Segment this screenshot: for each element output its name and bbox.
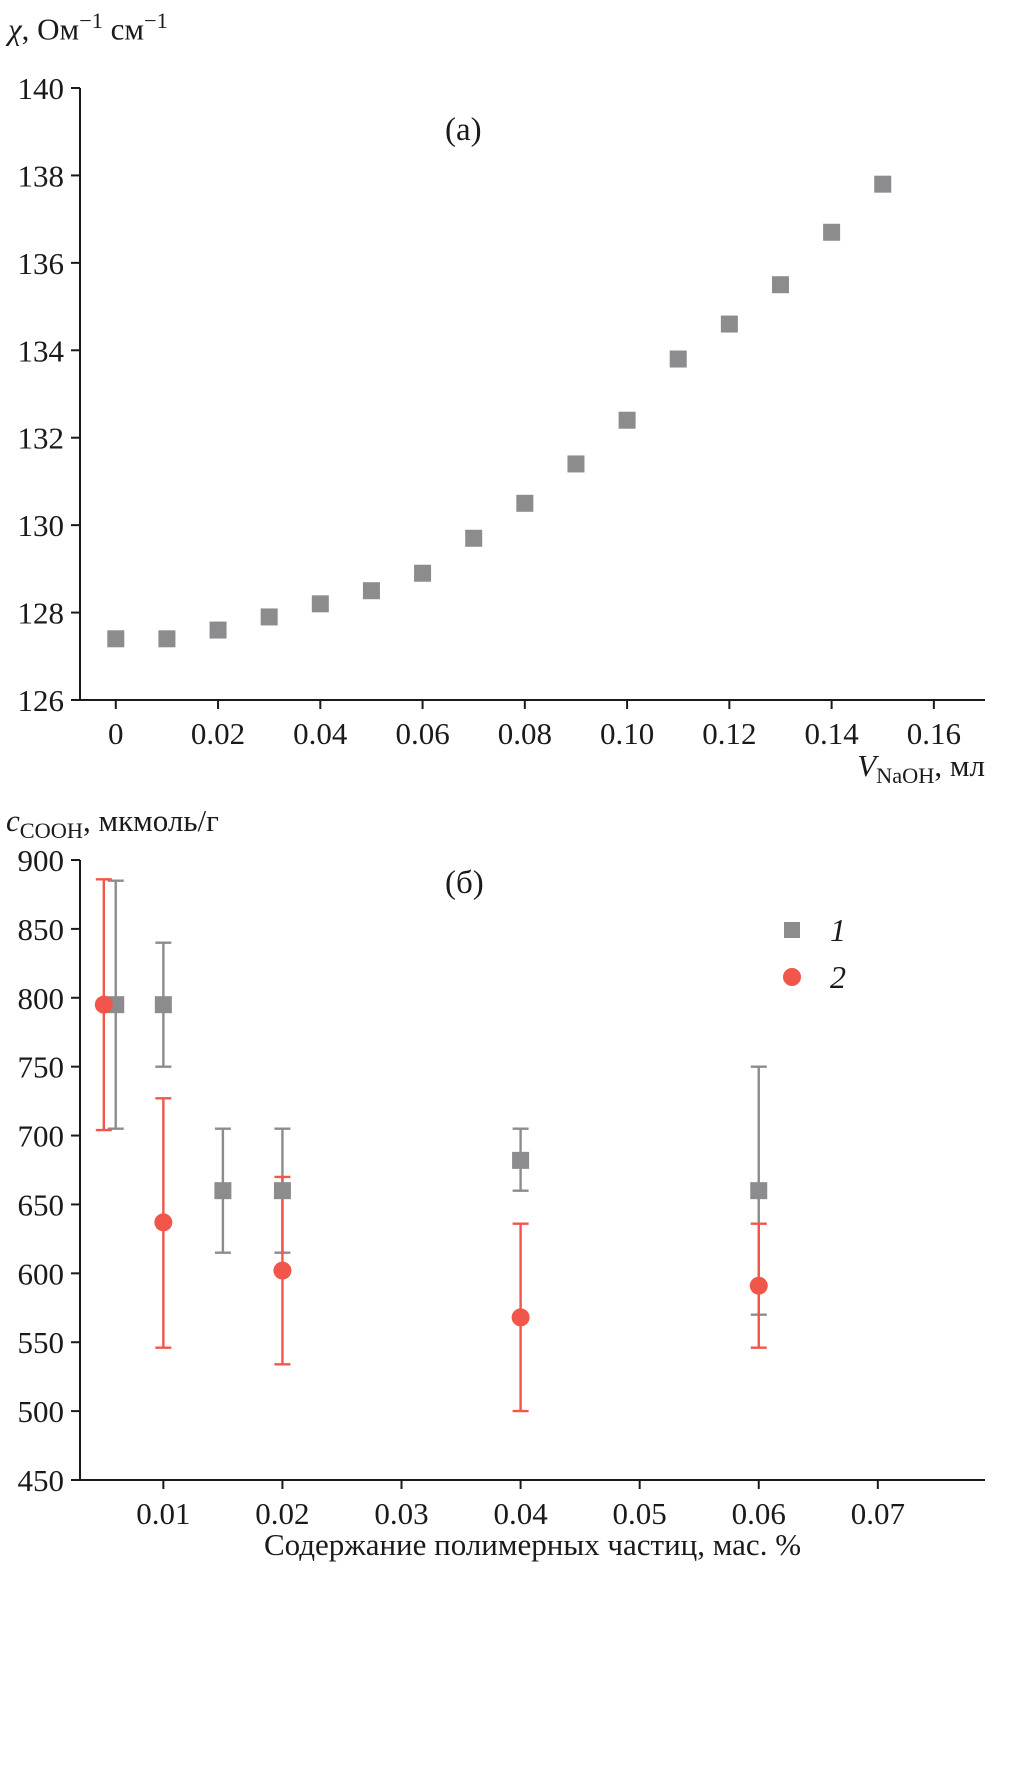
y-tick-label: 800 (18, 981, 65, 1016)
y-tick-label: 750 (18, 1050, 65, 1085)
data-point-square (414, 564, 432, 582)
data-point-circle (94, 995, 113, 1014)
y-tick-label: 128 (18, 596, 65, 631)
x-tick-label: 0.07 (851, 1496, 905, 1531)
data-point-square (107, 630, 125, 648)
data-point-square (874, 175, 892, 193)
y-tick-label: 132 (18, 421, 65, 456)
x-tick-label: 0.16 (907, 716, 961, 751)
data-point-square (154, 996, 172, 1014)
data-point-square (512, 1151, 530, 1169)
axis-line (79, 860, 985, 1481)
panel-b-label: (б) (445, 865, 484, 901)
data-point-square (720, 315, 738, 333)
data-point-square (209, 621, 227, 639)
legend-marker-circle (783, 968, 801, 986)
y-tick-label: 500 (18, 1394, 65, 1429)
y-tick-label: 900 (18, 843, 65, 878)
data-point-square (516, 494, 534, 512)
x-tick-label: 0.02 (255, 1496, 309, 1531)
data-point-square (771, 276, 789, 294)
data-point-square (214, 1182, 232, 1200)
data-point-square (567, 455, 585, 473)
y-tick-label: 550 (18, 1325, 65, 1360)
legend-label: 2 (830, 959, 846, 995)
data-point-square (158, 630, 176, 648)
panel-b-plot: 0.01 0.02 0.03 0.04 0.05 0.06 0.07 450 500 550 600… (18, 843, 985, 1531)
x-tick-label: 0.05 (613, 1496, 667, 1531)
data-point-square (750, 1182, 768, 1200)
x-tick-label: 0.06 (395, 716, 449, 751)
data-point-square (465, 529, 483, 547)
data-point-square (260, 608, 278, 626)
y-tick-label: 134 (18, 333, 65, 368)
x-tick-label: 0.06 (732, 1496, 786, 1531)
chi-symbol: χ (8, 11, 22, 47)
panel-a-label: (а) (445, 112, 482, 148)
data-point-circle (749, 1276, 768, 1295)
y-tick-label: 130 (18, 508, 65, 543)
y-tick-label: 136 (18, 246, 65, 281)
y-tick-label: 600 (18, 1256, 65, 1291)
x-tick-label: 0.14 (804, 716, 859, 751)
y-tick-label: 850 (18, 912, 65, 947)
x-tick-label: 0 (108, 716, 124, 751)
x-tick-label: 0.04 (493, 1496, 548, 1531)
data-point-circle (511, 1308, 530, 1327)
panel-a: 0 0.02 0.04 0.06 0.08 0.10 0.12 0.14 0.16 126 128 1… (0, 0, 1020, 795)
x-tick-label: 0.08 (498, 716, 552, 751)
y-tick-label: 140 (18, 71, 65, 106)
data-point-circle (273, 1261, 292, 1280)
panel-a-y-axis-title: χ, Ом−1 см−1 (8, 8, 168, 47)
y-tick-label: 650 (18, 1187, 65, 1222)
data-point-square (311, 595, 329, 613)
data-point-square (669, 350, 687, 368)
y-tick-label: 700 (18, 1119, 65, 1154)
x-tick-label: 0.03 (374, 1496, 428, 1531)
y-tick-label: 126 (18, 683, 65, 718)
x-tick-label: 0.02 (191, 716, 245, 751)
panel-b-x-axis-title: Содержание полимерных частиц, мас. % (263, 1527, 802, 1562)
x-tick-label: 0.01 (136, 1496, 190, 1531)
y-tick-label: 138 (18, 158, 65, 193)
x-tick-label: 0.12 (702, 716, 756, 751)
axis-line (79, 88, 985, 701)
data-point-circle (154, 1213, 173, 1232)
data-point-square (823, 223, 841, 241)
data-point-square (273, 1182, 291, 1200)
panel-b-y-axis-title: cCOOH, мкмоль/г (6, 803, 219, 844)
panel-b: 0.01 0.02 0.03 0.04 0.05 0.06 0.07 450 500 550 600… (0, 795, 1020, 1766)
panel-a-plot: 0 0.02 0.04 0.06 0.08 0.10 0.12 0.14 0.16 126 128 1… (18, 71, 985, 751)
legend-marker-square (784, 922, 800, 938)
x-tick-label: 0.10 (600, 716, 654, 751)
x-tick-label: 0.04 (293, 716, 348, 751)
y-tick-label: 450 (18, 1463, 65, 1498)
data-point-square (618, 411, 636, 429)
panel-a-x-axis-title: VNaOH, мл (857, 748, 985, 789)
legend-label: 1 (830, 912, 846, 948)
data-point-square (362, 582, 380, 600)
